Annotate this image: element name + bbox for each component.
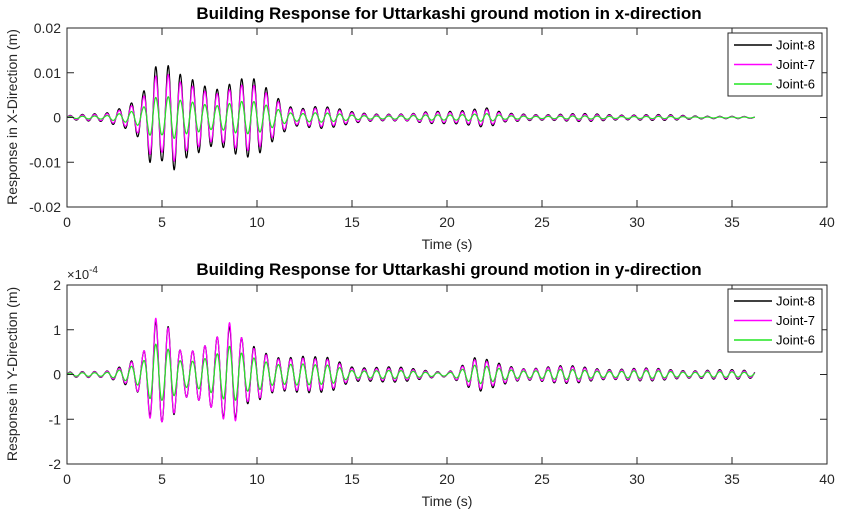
- x-direction-series-joint-6: [66, 96, 756, 140]
- x-direction-series-joint-8: [66, 65, 756, 171]
- y-direction-ticks: 0 5 10 15 20 25 30 35 40 -2 -1 0 1 2: [49, 277, 835, 487]
- y-direction-chart-title: Building Response for Uttarkashi ground …: [196, 260, 701, 279]
- y-direction-exponent-label: ×10-4: [67, 265, 98, 282]
- x-direction-y-tick-label: 0.01: [34, 65, 61, 81]
- x-direction-x-tick-label: 25: [534, 214, 550, 230]
- x-direction-y-tick-label: 0: [53, 110, 61, 126]
- y-direction-y-tick-label: 2: [53, 277, 61, 293]
- y-direction-x-tick-label: 40: [819, 471, 835, 487]
- y-direction-y-tick-label: 1: [53, 322, 61, 338]
- x-direction-subplot: Building Response for Uttarkashi ground …: [4, 4, 835, 252]
- y-direction-exponent-power: -4: [89, 265, 98, 276]
- y-direction-legend-label-joint-7: Joint-7: [776, 313, 815, 328]
- x-direction-x-tick-label: 20: [439, 214, 455, 230]
- x-direction-y-tick-label: -0.01: [29, 154, 61, 170]
- y-direction-series-joint-7: [66, 317, 756, 423]
- y-direction-legend: Joint-8 Joint-7 Joint-6: [727, 288, 823, 353]
- x-direction-x-tick-label: 15: [344, 214, 360, 230]
- x-direction-x-tick-label: 5: [158, 214, 166, 230]
- x-direction-ticks: 0 5 10 15 20 25 30 35 40 -0.02 -0.01 0 0.01 0.02: [29, 20, 835, 230]
- x-direction-x-axis-label: Time (s): [422, 236, 473, 252]
- y-direction-x-tick-label: 35: [724, 471, 740, 487]
- x-direction-legend-label-joint-8: Joint-8: [776, 38, 815, 53]
- y-direction-y-axis-label: Response in Y-Direction (m): [4, 287, 20, 461]
- y-direction-x-tick-label: 15: [344, 471, 360, 487]
- y-direction-y-tick-label: -1: [49, 411, 62, 427]
- x-direction-x-tick-label: 35: [724, 214, 740, 230]
- y-direction-legend-label-joint-6: Joint-6: [776, 333, 815, 348]
- x-direction-x-tick-label: 40: [819, 214, 835, 230]
- x-direction-chart-title: Building Response for Uttarkashi ground …: [196, 4, 701, 23]
- x-direction-y-tick-label: -0.02: [29, 199, 61, 215]
- x-direction-series-joint-7: [66, 73, 756, 162]
- x-direction-x-tick-label: 30: [629, 214, 645, 230]
- y-direction-legend-label-joint-8: Joint-8: [776, 294, 815, 309]
- y-direction-x-axis-label: Time (s): [422, 493, 473, 509]
- x-direction-legend-label-joint-6: Joint-6: [776, 77, 815, 92]
- y-direction-x-tick-label: 0: [63, 471, 71, 487]
- y-direction-y-tick-label: -2: [49, 456, 62, 472]
- y-direction-x-tick-label: 20: [439, 471, 455, 487]
- y-direction-x-tick-label: 10: [249, 471, 265, 487]
- x-direction-y-tick-label: 0.02: [34, 20, 61, 36]
- y-direction-x-tick-label: 25: [534, 471, 550, 487]
- x-direction-legend: Joint-8 Joint-7 Joint-6: [727, 32, 823, 97]
- x-direction-y-axis-label: Response in X-Direction (m): [4, 29, 20, 205]
- y-direction-subplot: Building Response for Uttarkashi ground …: [4, 260, 835, 509]
- x-direction-legend-label-joint-7: Joint-7: [776, 57, 815, 72]
- x-direction-series-group: [66, 65, 756, 171]
- y-direction-y-tick-label: 0: [53, 367, 61, 383]
- x-direction-x-tick-label: 10: [249, 214, 265, 230]
- y-direction-x-tick-label: 5: [158, 471, 166, 487]
- y-direction-series-group: [66, 317, 756, 423]
- y-direction-series-joint-6: [66, 343, 756, 401]
- x-direction-x-tick-label: 0: [63, 214, 71, 230]
- y-direction-x-tick-label: 30: [629, 471, 645, 487]
